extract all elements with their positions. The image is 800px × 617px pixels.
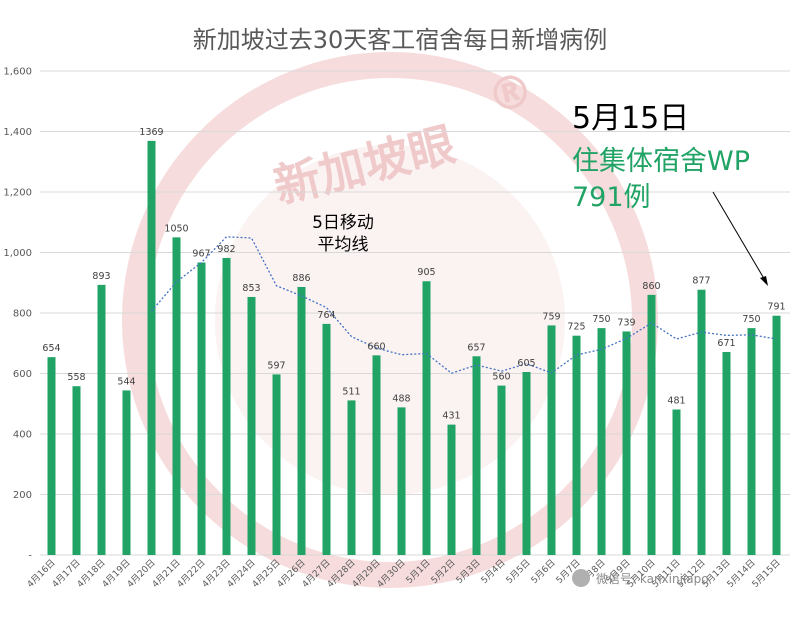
moving-average-label-line: 平均线 <box>318 235 369 255</box>
annotation-arrow <box>712 191 767 283</box>
data-label: 1050 <box>164 223 188 234</box>
bar <box>397 407 406 555</box>
data-label: 877 <box>692 276 710 287</box>
bar <box>322 323 331 555</box>
x-tick-label: 5月6日 <box>529 557 558 586</box>
data-label: 739 <box>617 317 635 328</box>
bar <box>122 390 131 555</box>
wechat-icon <box>572 569 590 587</box>
bar <box>222 257 231 555</box>
data-label: 905 <box>417 267 435 278</box>
bar <box>47 357 56 555</box>
x-tick-label: 5月15日 <box>750 557 783 590</box>
annotation-line2: 791例 <box>572 182 651 213</box>
bar <box>622 331 631 555</box>
y-tick-label: 1,400 <box>3 127 32 138</box>
watermark-circle-outer <box>122 52 658 588</box>
data-label: 431 <box>442 411 460 422</box>
y-tick-label: 400 <box>13 430 32 441</box>
bar <box>172 237 181 555</box>
data-label: 660 <box>367 341 385 352</box>
bar <box>722 352 731 555</box>
wechat-credit: 微信号: kanxinjiapo <box>572 569 709 587</box>
bar <box>372 355 381 555</box>
bar <box>347 400 356 555</box>
moving-average-label-line: 5日移动 <box>312 213 374 233</box>
y-tick-label: 1,000 <box>3 248 32 259</box>
data-label: 967 <box>192 248 210 259</box>
annotation-arrowhead <box>760 276 768 286</box>
data-label: 671 <box>717 338 735 349</box>
gridlines <box>40 70 790 556</box>
moving-average-line <box>151 236 777 374</box>
data-labels: 654 558 893 544 1369 1050 967 982 853 597 886 764 51… <box>42 127 785 422</box>
annotation-date: 5月15日 <box>572 101 689 136</box>
bar <box>772 315 781 555</box>
bar <box>597 328 606 555</box>
data-label: 654 <box>42 343 60 354</box>
bar <box>447 424 456 555</box>
data-label: 1369 <box>139 127 163 138</box>
data-label: 481 <box>667 395 685 406</box>
bar <box>422 281 431 555</box>
bar <box>647 294 656 555</box>
data-label: 544 <box>117 376 135 387</box>
data-label: 886 <box>292 273 310 284</box>
y-tick-label: 800 <box>13 309 32 320</box>
x-tick-label: 5月5日 <box>504 557 533 586</box>
credit-text: 微信号: kanxinjiapo <box>596 572 709 586</box>
bar <box>497 385 506 555</box>
bar <box>297 286 306 555</box>
data-label: 982 <box>217 244 235 255</box>
bar <box>547 325 556 555</box>
data-label: 597 <box>267 360 285 371</box>
y-tick-label: 1,600 <box>3 67 32 78</box>
bars <box>47 140 781 555</box>
bar <box>272 374 281 555</box>
bar <box>697 289 706 555</box>
moving-average-label: 5日移动平均线 <box>312 213 374 255</box>
bar <box>522 371 531 555</box>
data-label: 750 <box>742 314 760 325</box>
data-label: 488 <box>392 393 410 404</box>
data-label: 791 <box>767 302 785 313</box>
annotation-line1: 住集体宿舍WP <box>572 146 750 177</box>
data-label: 764 <box>317 310 335 321</box>
y-tick-label: - <box>28 551 32 562</box>
data-label: 511 <box>342 386 360 397</box>
data-label: 853 <box>242 283 260 294</box>
y-axis: - 200 400 600 800 1,000 1,200 1,400 1,600 <box>3 67 32 562</box>
bar <box>572 335 581 555</box>
bar <box>472 356 481 555</box>
data-label: 860 <box>642 281 660 292</box>
data-label: 725 <box>567 322 585 333</box>
watermark-circle-inner <box>215 145 565 495</box>
bar <box>747 328 756 555</box>
y-tick-label: 1,200 <box>3 188 32 199</box>
data-label: 750 <box>592 314 610 325</box>
data-label: 558 <box>67 372 85 383</box>
bar <box>97 284 106 555</box>
chart-title: 新加坡过去30天客工宿舍每日新增病例 <box>193 26 608 54</box>
watermark: 新加坡眼 ® <box>122 52 658 588</box>
data-label: 893 <box>92 271 110 282</box>
bar <box>672 409 681 555</box>
data-label: 605 <box>517 358 535 369</box>
bar <box>197 262 206 555</box>
y-tick-label: 200 <box>13 490 32 501</box>
bar <box>147 140 156 555</box>
data-label: 657 <box>467 342 485 353</box>
data-label: 759 <box>542 311 560 322</box>
data-label: 560 <box>492 372 510 383</box>
bar <box>247 296 256 555</box>
y-tick-label: 600 <box>13 369 32 380</box>
bar <box>72 386 81 555</box>
